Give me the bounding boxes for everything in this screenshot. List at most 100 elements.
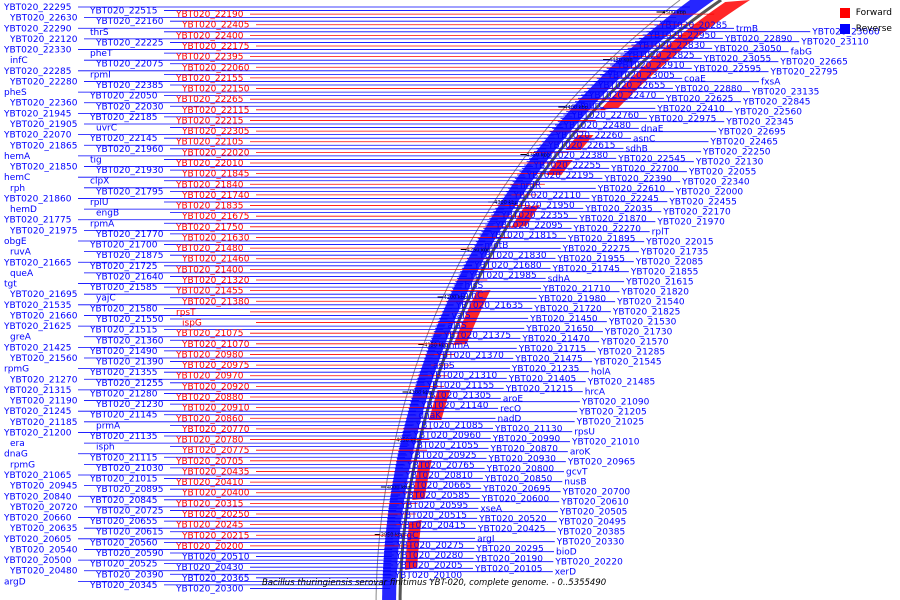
reverse-gene-label: YBT020_21730 [604,328,673,338]
reverse-gene-label: YBT020_21355 [89,368,157,378]
reverse-gene-label: YBT020_23055 [703,54,771,64]
reverse-gene-label: YBT020_21405 [508,374,576,384]
reverse-gene-label: YBT020_22465 [710,138,778,148]
forward-gene-label: YBT020_22400 [175,31,244,41]
reverse-feature-band [382,0,714,600]
forward-gene-label: YBT020_20975 [181,361,249,371]
reverse-gene-label: hisS [465,281,484,291]
reverse-gene-label: aroE [503,394,524,404]
reverse-gene-label: hemC [4,173,30,183]
reverse-gene-label: YBT020_20595 [400,501,468,511]
forward-gene-label: YBT020_21835 [175,202,243,212]
reverse-gene-label: YBT020_22830 [637,41,706,51]
reverse-gene-label: YBT020_21145 [89,411,157,421]
map-caption: Bacillus thuringiensis serovar finitimus… [262,578,607,588]
forward-gene-label: YBT020_20410 [175,478,244,488]
reverse-gene-label: YBT020_22380 [540,151,609,161]
reverse-gene-label: YBT020_22950 [648,31,717,41]
reverse-gene-label: YBT020_22110 [512,191,581,201]
reverse-gene-label: YBT020_22390 [603,174,672,184]
reverse-gene-label: YBT020_22015 [645,238,713,248]
reverse-gene-label: YBT020_21875 [95,251,163,261]
ruler-tick-label: 4150 kbp [424,343,448,349]
reverse-gene-label: YBT020_21960 [95,145,164,155]
reverse-gene-label: YBT020_22085 [635,258,703,268]
reverse-gene-label: YBT020_21090 [581,398,650,408]
reverse-swatch [839,24,850,34]
forward-gene-label: YBT020_22150 [181,85,250,95]
reverse-gene-label: engB [96,209,119,219]
reverse-gene-label: YBT020_21710 [542,284,611,294]
reverse-gene-label: YBT020_22225 [95,38,163,48]
reverse-gene-label: YBT020_21980 [538,294,607,304]
reverse-gene-label: YBT020_22055 [688,168,756,178]
forward-gene-label: YBT020_21320 [181,276,250,286]
ruler-tick-label: 4350 kbp [526,153,550,159]
reverse-gene-label: YBT020_21155 [426,381,494,391]
reverse-gene-label: YBT020_21625 [3,322,71,332]
forward-gene-label: YBT020_20245 [175,521,243,531]
reverse-gene-label: YBT020_21360 [95,336,164,346]
reverse-gene-label: YBT020_20945 [9,482,77,492]
forward-gene-label: YBT020_22215 [175,116,243,126]
reverse-gene-label: hemD [10,205,37,215]
reverse-gene-label: YBT020_21725 [89,262,157,272]
reverse-gene-label: YBT020_20500 [3,556,72,566]
reverse-gene-label: YBT020_20300 [175,584,244,594]
reverse-gene-label: mnmA [440,341,470,351]
reverse-gene-label: YBT020_21025 [576,418,644,428]
reverse-gene-label: YBT020_22880 [674,84,743,94]
reverse-gene-label: YBT020_21665 [3,258,71,268]
reverse-gene-label: YBT020_21310 [429,371,498,381]
reverse-gene-label: YBT020_20280 [395,551,464,561]
reverse-gene-label: YBT020_22050 [89,92,158,102]
reverse-gene-label: YBT020_21635 [455,301,523,311]
reverse-gene-label: YBT020_21245 [3,407,71,417]
reverse-gene-label: YBT020_21870 [578,214,647,224]
reverse-gene-label: YBT020_20765 [406,461,474,471]
forward-gene-label: YBT020_21630 [181,233,250,243]
reverse-gene-label: YBT020_20205 [394,561,462,571]
reverse-gene-label: YBT020_23135 [751,88,819,98]
reverse-gene-label: ruvA [10,248,32,258]
reverse-gene-label: coaE [684,74,706,84]
forward-gene-label: YBT020_22405 [181,21,249,31]
reverse-gene-label: YBT020_22695 [717,128,785,138]
reverse-gene-label: YBT020_21930 [95,166,164,176]
reverse-gene-label: dnaG [4,450,28,460]
reverse-gene-label: YBT020_20285 [659,21,727,31]
reverse-gene-label: YBT020_22270 [573,224,642,234]
forward-feature-segment [412,460,432,500]
forward-gene-label: YBT020_20435 [181,467,249,477]
reverse-gene-label: YBT020_22760 [571,111,640,121]
reverse-gene-label: YBT020_22360 [9,99,78,109]
reverse-gene-label: fabG [791,48,812,58]
reverse-gene-label: rpmG [10,460,35,470]
reverse-gene-label: YBT020_21860 [3,194,72,204]
reverse-gene-label: YBT020_21285 [597,348,665,358]
forward-gene-label: YBT020_22175 [181,42,249,52]
forward-gene-label: YBT020_22265 [175,95,243,105]
reverse-gene-label: YBT020_21450 [529,314,598,324]
reverse-gene-label: YBT020_22285 [3,67,71,77]
reverse-gene-label: YBT020_21820 [621,288,690,298]
reverse-gene-label: isph [96,443,115,453]
forward-gene-label: YBT020_21070 [181,340,250,350]
reverse-gene-label: holA [591,368,612,378]
reverse-gene-label: rpmG [4,365,29,375]
reverse-gene-label: YBT020_23050 [713,44,782,54]
reverse-gene-label: YBT020_20605 [3,535,71,545]
forward-gene-label: YBT020_21075 [175,329,243,339]
reverse-gene-label: YBT020_22610 [597,184,666,194]
reverse-gene-label: YBT020_22195 [526,171,594,181]
reverse-gene-label: YBT020_21545 [593,358,661,368]
reverse-gene-label: YBT020_21770 [95,230,164,240]
reverse-gene-label: YBT020_22130 [695,158,764,168]
reverse-gene-label: hrcA [585,388,606,398]
forward-gene-label: YBT020_21380 [181,297,250,307]
reverse-gene-label: murC [580,101,604,111]
reverse-gene-label: YBT020_21905 [9,120,77,130]
reverse-gene-label: YBT020_20190 [475,554,544,564]
